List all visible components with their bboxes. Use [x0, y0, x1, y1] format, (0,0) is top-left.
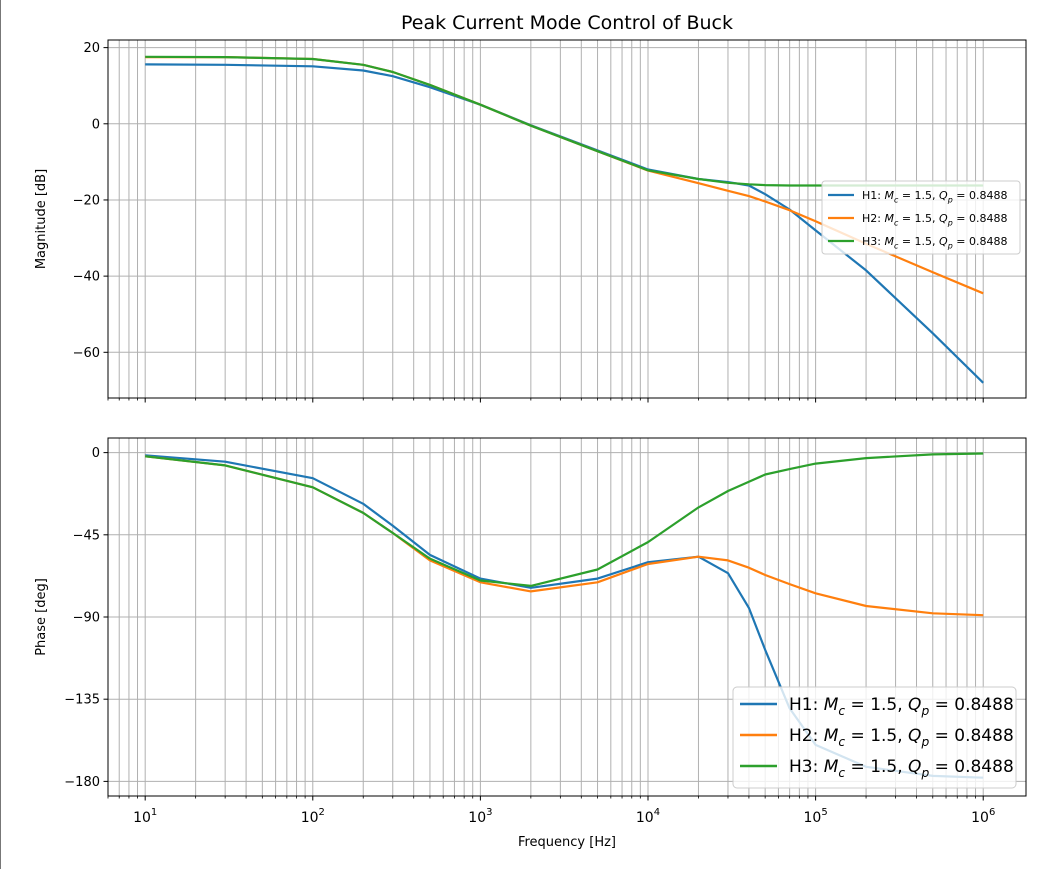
magnitude-subplot: 20 0 −20 −40 −60 Magnitude [dB] H1: Mc = 1.5, … [34, 39, 1027, 403]
series-line-h2 [145, 55, 984, 295]
legend-label: H1: Mc = 1.5, Qp = 0.8488 [789, 695, 1014, 718]
x-axis-label: Frequency [Hz] [518, 835, 616, 850]
legend: H1: Mc = 1.5, Qp = 0.8488 H2: Mc = 1.5, Q… [732, 686, 1017, 789]
legend-box [821, 180, 1021, 255]
legend-label: H2: Mc = 1.5, Qp = 0.8488 [789, 726, 1014, 749]
axes-frame [107, 437, 1027, 797]
y-tick-label: −90 [73, 611, 100, 626]
y-axis-label: Phase [deg] [34, 578, 49, 656]
phase-subplot: 0 −45 −90 −135 −180 Phase [deg] H1: Mc = 1.5, … [34, 437, 1027, 801]
axes-layer: 20 0 −20 −40 −60 Magnitude [dB] H1: Mc = 1.5, … [34, 39, 1027, 826]
x-tick-label: 101 [133, 807, 157, 826]
x-tick-label: 104 [636, 807, 660, 826]
y-tick-label: −60 [73, 346, 100, 361]
y-tick-label: −45 [73, 528, 100, 543]
legend-label: H2: Mc = 1.5, Qp = 0.8488 [862, 212, 1007, 227]
chart-title: Peak Current Mode Control of Buck [401, 12, 733, 34]
left-border [0, 0, 1, 869]
legend-label: H3: Mc = 1.5, Qp = 0.8488 [862, 235, 1007, 250]
y-tick-label: −20 [73, 193, 100, 208]
series-line-h3 [145, 452, 984, 588]
y-tick-label: −180 [64, 775, 100, 790]
axes-frame [107, 39, 1027, 399]
x-tick-label: 103 [468, 807, 492, 826]
legend: H1: Mc = 1.5, Qp = 0.8488 H2: Mc = 1.5, Q… [821, 180, 1021, 255]
x-tick-label: 105 [804, 807, 828, 826]
x-tick-label: 102 [301, 807, 325, 826]
y-axis-label: Magnitude [dB] [34, 169, 49, 269]
y-tick-label: 0 [92, 446, 100, 461]
y-tick-label: 0 [92, 117, 100, 132]
legend-label: H1: Mc = 1.5, Qp = 0.8488 [862, 189, 1007, 204]
y-tick-label: −135 [64, 693, 100, 708]
legend-label: H3: Mc = 1.5, Qp = 0.8488 [789, 757, 1014, 780]
y-tick-label: −40 [73, 270, 100, 285]
series-line-h2 [145, 455, 984, 617]
y-tick-label: 20 [83, 41, 100, 56]
series-line-h3 [145, 55, 984, 187]
x-tick-label: 106 [971, 807, 995, 826]
legend-box [732, 686, 1017, 789]
